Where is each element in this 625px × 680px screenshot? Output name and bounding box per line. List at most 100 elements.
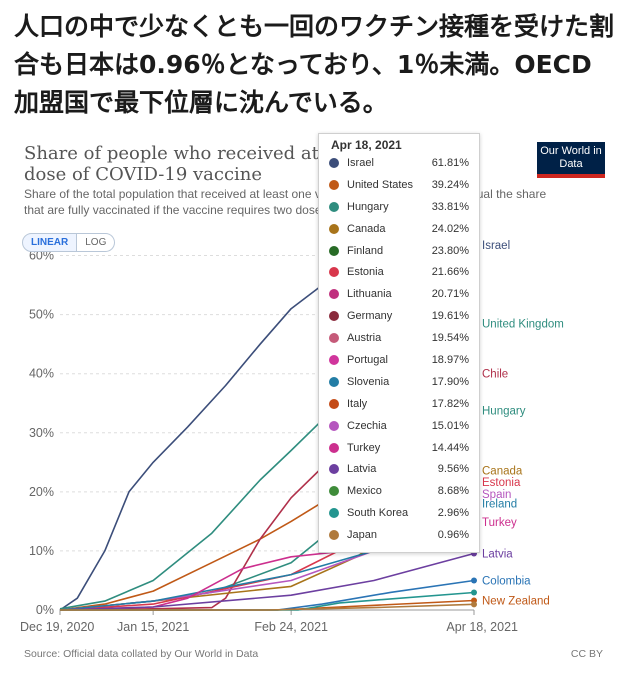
tooltip-value: 14.44% — [431, 441, 469, 454]
series-end-label: Colombia — [482, 575, 531, 587]
log-scale-button[interactable]: LOG — [77, 233, 116, 252]
tooltip-value: 0.96% — [437, 529, 469, 542]
tooltip-row: Austria 19.54% — [319, 327, 479, 349]
x-tick-label: Feb 24, 2021 — [254, 620, 328, 634]
x-tick-label: Apr 18, 2021 — [446, 620, 518, 634]
owid-logo[interactable]: Our World in Data — [537, 142, 605, 178]
tooltip-row: Slovenia 17.90% — [319, 371, 479, 393]
chart-license[interactable]: CC BY — [570, 648, 603, 660]
series-end-label: Canada — [482, 466, 523, 478]
series-end-label: Latvia — [482, 549, 513, 561]
tooltip-country: Portugal — [347, 353, 388, 366]
series-end-label: United Kingdom — [482, 318, 564, 330]
article-headline: 人口の中で少なくとも一回のワクチン接種を受けた割合も日本は0.96％となっており… — [14, 12, 615, 117]
tooltip-value: 17.82% — [431, 397, 469, 410]
tooltip-value: 23.80% — [431, 244, 469, 257]
tooltip-row: Lithuania 20.71% — [319, 283, 479, 305]
legend-dot-icon — [329, 442, 339, 453]
tooltip-country: South Korea — [347, 507, 409, 520]
tooltip-country: Latvia — [347, 463, 377, 476]
legend-dot-icon — [329, 420, 339, 431]
legend-dot-icon — [329, 201, 339, 212]
linear-scale-button[interactable]: LINEAR — [22, 233, 78, 252]
series-line[interactable] — [60, 603, 475, 611]
series-line[interactable] — [59, 552, 475, 611]
chart-source[interactable]: Source: Official data collated by Our Wo… — [24, 648, 259, 660]
tooltip-row: Czechia 15.01% — [319, 415, 479, 437]
series-end-point[interactable] — [471, 577, 477, 584]
tooltip-row: Germany 19.61% — [319, 305, 479, 327]
legend-dot-icon — [329, 333, 339, 344]
tooltip-row: Italy 17.82% — [319, 393, 479, 415]
tooltip-value: 18.97% — [431, 353, 469, 366]
tooltip-row: Japan 0.96% — [319, 524, 479, 546]
tooltip-value: 21.66% — [431, 266, 469, 279]
tooltip-row: Hungary 33.81% — [319, 196, 479, 218]
series-end-label: Ireland — [482, 499, 517, 511]
chart-subtitle: Share of the total population that recei… — [24, 187, 547, 217]
tooltip-country: Czechia — [347, 419, 387, 432]
tooltip-value: 61.81% — [431, 156, 469, 169]
chart-card: 0% 10% 20% 30% 40% 50% 60% Dec 19, 2020 Jan 15, … — [8, 128, 617, 680]
tooltip-value: 15.01% — [431, 419, 469, 432]
legend-dot-icon — [329, 223, 339, 234]
chart-title: Share of people who received at least on… — [24, 143, 407, 185]
tooltip-country: Israel — [347, 156, 374, 169]
tooltip-value: 39.24% — [431, 178, 469, 191]
tooltip-value: 2.96% — [437, 507, 469, 520]
series-end-label: Israel — [482, 240, 510, 252]
tooltip-row: Israel 61.81% — [319, 152, 479, 174]
y-tick-label: 20% — [29, 485, 54, 499]
tooltip-value: 19.61% — [431, 310, 469, 323]
tooltip-row: United States 39.24% — [319, 174, 479, 196]
y-tick-label: 30% — [29, 426, 54, 440]
tooltip-country: Austria — [347, 332, 382, 345]
series-end-label: Spain — [482, 489, 511, 501]
tooltip-row: Portugal 18.97% — [319, 349, 479, 371]
hover-tooltip: Apr 18, 2021 Israel 61.81% United States 39… — [318, 133, 480, 553]
series-end-point[interactable] — [471, 589, 477, 596]
tooltip-value: 9.56% — [437, 463, 469, 476]
series-end-label: Estonia — [482, 477, 521, 489]
tooltip-value: 24.02% — [431, 222, 469, 235]
tooltip-value: 8.68% — [437, 485, 469, 498]
series-end-label: Hungary — [482, 405, 526, 417]
tooltip-row: Finland 23.80% — [319, 240, 479, 262]
tooltip-date: Apr 18, 2021 — [331, 138, 402, 152]
y-tick-label: 60% — [29, 249, 54, 263]
tooltip-value: 19.54% — [431, 332, 469, 345]
series-end-label: Chile — [482, 369, 508, 381]
legend-dot-icon — [329, 486, 339, 497]
tooltip-value: 17.90% — [431, 375, 469, 388]
legend-dot-icon — [329, 289, 339, 300]
tooltip-row: South Korea 2.96% — [319, 502, 479, 524]
series-end-label: Turkey — [482, 517, 517, 529]
tooltip-country: Lithuania — [347, 288, 392, 301]
tooltip-country: Turkey — [347, 441, 381, 454]
legend-dot-icon — [329, 530, 339, 541]
legend-dot-icon — [329, 267, 339, 278]
legend-dot-icon — [329, 179, 339, 190]
legend-dot-icon — [329, 245, 339, 256]
tooltip-value: 33.81% — [431, 200, 469, 213]
legend-dot-icon — [329, 311, 339, 322]
tooltip-row: Mexico 8.68% — [319, 480, 479, 502]
tooltip-row: Turkey 14.44% — [319, 437, 479, 459]
tooltip-country: United States — [347, 178, 414, 191]
y-tick-label: 40% — [29, 367, 54, 381]
tooltip-row: Canada 24.02% — [319, 218, 479, 240]
tooltip-country: Slovenia — [347, 375, 390, 388]
y-tick-label: 50% — [29, 308, 54, 322]
x-tick-label: Jan 15, 2021 — [117, 620, 189, 634]
tooltip-country: Estonia — [347, 266, 384, 279]
legend-dot-icon — [329, 508, 339, 519]
y-tick-label: 0% — [36, 603, 54, 617]
tooltip-country: Finland — [347, 244, 384, 257]
series-end-point[interactable] — [471, 601, 477, 608]
tooltip-country: Mexico — [347, 485, 382, 498]
legend-dot-icon — [329, 398, 339, 409]
series-end-label: New Zealand — [482, 596, 550, 608]
legend-dot-icon — [329, 376, 339, 387]
tooltip-row: Estonia 21.66% — [319, 261, 479, 283]
tooltip-row: Latvia 9.56% — [319, 458, 479, 480]
